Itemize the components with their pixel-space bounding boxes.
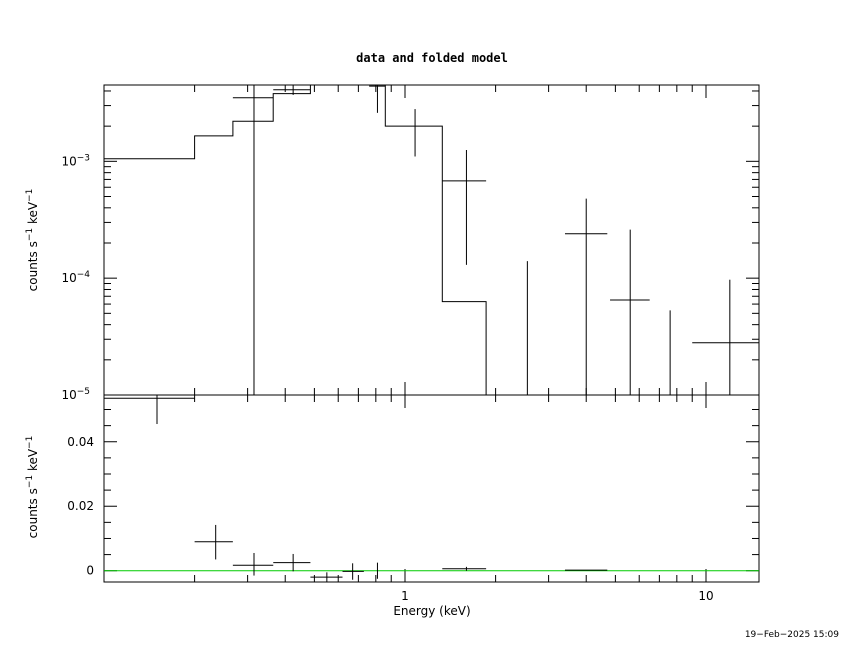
- data-point: [369, 85, 386, 113]
- model-step-line: [104, 84, 487, 395]
- y-tick-label: 0.02: [67, 499, 94, 513]
- data-point: [610, 229, 650, 395]
- svg-text:counts s−1 keV−1: counts s−1 keV−1: [25, 189, 40, 292]
- data-point: [104, 395, 195, 425]
- x-tick-label: 10: [698, 589, 713, 603]
- model-step-group: [104, 84, 487, 395]
- axis-ticks: [103, 85, 759, 582]
- data-point: [692, 279, 759, 395]
- data-point: [564, 198, 608, 395]
- bottom-data-points: [104, 395, 608, 582]
- top-y-axis-label: counts s−1 keV−1: [25, 189, 40, 292]
- top-panel-frame: [103, 84, 760, 396]
- data-point: [232, 552, 274, 576]
- data-point: [442, 566, 487, 571]
- x-axis-label: Energy (keV): [393, 604, 470, 618]
- data-point: [273, 553, 311, 572]
- data-point: [310, 572, 343, 582]
- data-point: [273, 85, 311, 95]
- x-tick-label: 1: [401, 589, 409, 603]
- tick-labels: 1 10 0 0.02 0.04 10−5 10−4 10−3: [61, 153, 713, 603]
- svg-text:counts s−1 keV−1: counts s−1 keV−1: [25, 436, 40, 539]
- y-tick-label: 10−3: [61, 153, 90, 168]
- bottom-y-axis-label: counts s−1 keV−1: [25, 436, 40, 539]
- y-tick-label: 10−4: [61, 270, 90, 285]
- data-point: [232, 85, 274, 395]
- data-point: [342, 563, 364, 580]
- data-point: [194, 524, 233, 560]
- y-tick-label: 0: [86, 564, 94, 578]
- bottom-panel-frame: [103, 394, 760, 583]
- y-tick-label: 10−5: [61, 387, 90, 402]
- timestamp: 19−Feb−2025 15:09: [745, 630, 839, 640]
- y-tick-label: 0.04: [67, 435, 94, 449]
- chart-title: data and folded model: [356, 51, 508, 65]
- data-point: [442, 149, 487, 265]
- top-data-points: [232, 85, 759, 395]
